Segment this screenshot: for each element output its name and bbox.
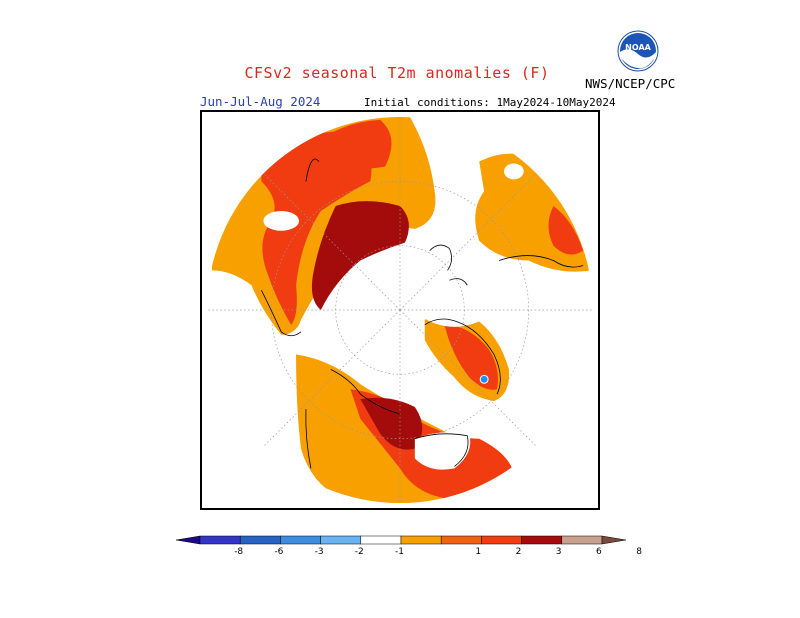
anomaly-region-russia <box>261 131 372 325</box>
colorbar-swatch <box>440 535 482 545</box>
neutral-region-pacific-gap <box>503 163 524 180</box>
graticule <box>206 116 594 504</box>
anomaly-region-siberia <box>311 201 409 310</box>
colorbar-tick-label: 8 <box>636 547 642 557</box>
station-marker-icon <box>479 374 489 384</box>
colorbar-tick-label: -8 <box>234 547 244 557</box>
polar-map <box>200 110 600 510</box>
colorbar-swatch <box>481 535 522 545</box>
colorbar-swatch <box>199 535 241 545</box>
noaa-logo-icon: NOAA <box>617 30 659 72</box>
colorbar-tick-label: 1 <box>475 547 482 557</box>
colorbar <box>175 535 627 545</box>
colorbar-tick-label: -3 <box>314 547 324 557</box>
season-label: Jun-Jul-Aug 2024 <box>200 94 321 109</box>
colorbar-swatch <box>239 535 281 545</box>
colorbar-tick-label: -1 <box>395 547 404 557</box>
colorbar-swatch <box>280 535 321 545</box>
colorbar-tick-label: 3 <box>555 547 562 557</box>
neutral-region-hudson-bay <box>414 432 471 470</box>
colorbar-swatch <box>561 535 603 545</box>
colorbar-tick-label: 6 <box>596 547 602 557</box>
colorbar-swatches <box>175 535 627 545</box>
colorbar-swatch <box>360 535 402 545</box>
neutral-region-scandinavia-gap <box>263 211 300 231</box>
anomaly-region-greenland-core <box>444 324 499 390</box>
anomaly-region-hudson <box>310 119 392 169</box>
neutral-region-arctic <box>404 243 504 327</box>
colorbar-swatch <box>320 535 362 545</box>
anomaly-region-alaska <box>548 206 584 255</box>
anomaly-region-canada-core <box>360 397 423 450</box>
colorbar-arrow-left <box>175 535 201 545</box>
colorbar-swatch <box>400 535 442 545</box>
polar-map-canvas <box>206 116 594 504</box>
organization-label: NWS/NCEP/CPC <box>585 76 676 91</box>
colorbar-tick-label: -2 <box>354 547 364 557</box>
colorbar-swatch <box>521 535 563 545</box>
colorbar-tick-label: 2 <box>515 547 522 557</box>
coastlines <box>261 158 584 469</box>
colorbar-tick-label: -6 <box>274 547 284 557</box>
initial-conditions-label: Initial conditions: 1May2024-10May2024 <box>364 96 616 109</box>
noaa-logo-text: NOAA <box>625 43 651 52</box>
colorbar-arrow-right <box>601 535 627 545</box>
chart-title: CFSv2 seasonal T2m anomalies (F) <box>244 64 550 82</box>
